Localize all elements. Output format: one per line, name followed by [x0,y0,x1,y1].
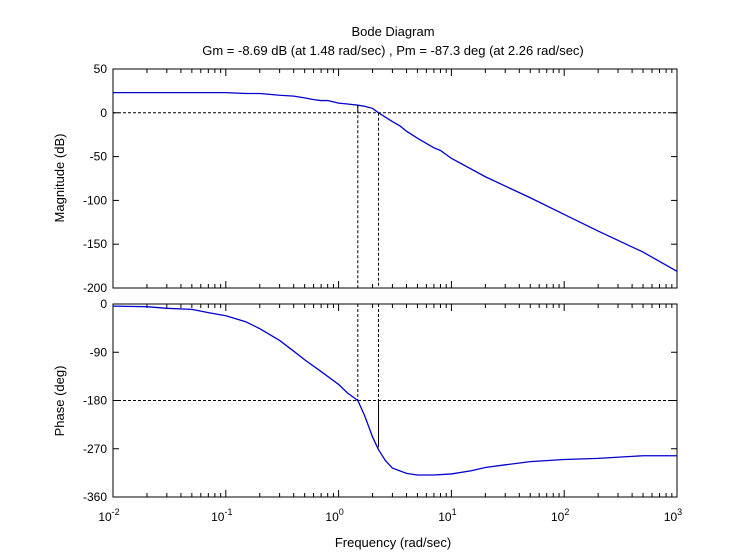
x-tick-labels: 10-2 10-1 100 101 102 103 [98,507,682,524]
magnitude-y-tick-label: -150 [83,237,107,251]
magnitude-plot-box [112,68,678,289]
chart-subtitle: Gm = -8.69 dB (at 1.48 rad/sec) , Pm = -… [202,43,584,58]
x-tick-label: 10-2 [98,507,119,524]
phase-axis-label: Phase (deg) [52,366,67,437]
phase-axes: 0 -90 -180 -270 -360 [83,297,678,504]
chart-title: Bode Diagram [351,24,434,39]
magnitude-axes: 50 0 -50 -100 -150 -200 [83,62,678,295]
magnitude-y-tick-label: -200 [83,281,107,295]
phase-y-tick-label: 0 [100,297,107,311]
phase-y-tick-label: -180 [83,394,107,408]
x-tick-label: 103 [664,507,682,524]
x-tick-label: 10-1 [211,507,232,524]
magnitude-curve [113,92,678,272]
magnitude-y-tick-label: 0 [100,106,107,120]
magnitude-y-tick-label: -50 [90,150,108,164]
x-tick-label: 100 [325,507,343,524]
x-axis-label: Frequency (rad/sec) [335,535,451,550]
magnitude-y-tick-label: -100 [83,193,107,207]
magnitude-y-tick-label: 50 [94,62,108,76]
x-tick-label: 102 [551,507,569,524]
x-tick-label: 101 [438,507,456,524]
magnitude-axis-label: Magnitude (dB) [52,134,67,223]
phase-curve [112,305,677,476]
phase-y-tick-label: -360 [83,490,107,504]
phase-y-tick-label: -90 [90,345,108,359]
phase-y-tick-label: -270 [83,442,107,456]
